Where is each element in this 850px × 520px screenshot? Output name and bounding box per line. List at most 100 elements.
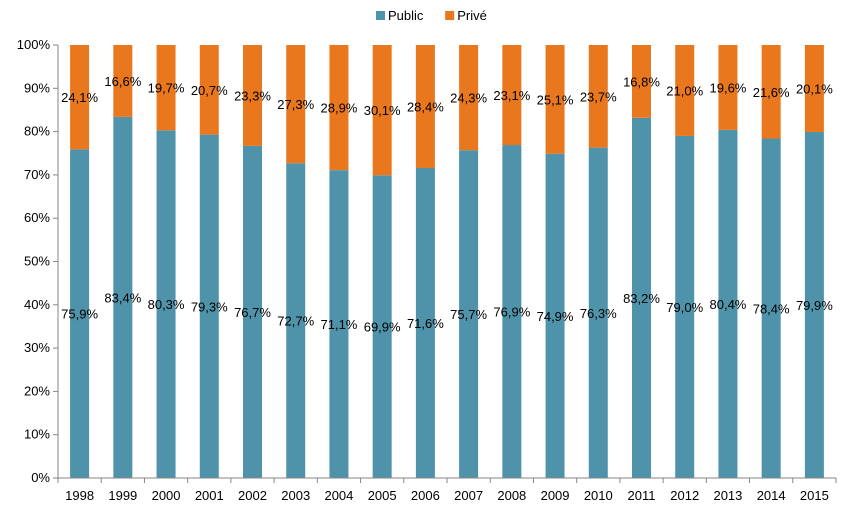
y-tick-label: 0% — [31, 470, 50, 485]
data-label: 19,7% — [148, 81, 185, 96]
data-labels: 75,9% 24,1% 83,4% 16,6% 80,3% 19,7% 79,3% 20,7%… — [61, 74, 833, 335]
bar-public-2002 — [243, 145, 262, 478]
x-tick-label: 2001 — [195, 488, 224, 503]
data-label: 83,2% — [623, 291, 660, 306]
data-label: 75,9% — [61, 307, 98, 322]
y-tick-label: 40% — [24, 297, 50, 312]
data-label: 28,9% — [321, 101, 358, 116]
data-label: 79,9% — [796, 298, 833, 313]
data-label: 24,1% — [61, 90, 98, 105]
data-label: 28,4% — [407, 99, 444, 114]
data-label: 76,3% — [580, 306, 617, 321]
y-tick-label: 50% — [24, 254, 50, 269]
y-tick-label: 10% — [24, 427, 50, 442]
y-tick-label: 20% — [24, 383, 50, 398]
x-axis: 1998 1999 2000 2001 2002 2003 2004 2005 2006 2007… — [57, 477, 837, 503]
bar-priv-2008 — [502, 45, 522, 146]
legend-label: Public — [388, 8, 424, 23]
bar-public-2015 — [804, 132, 824, 478]
data-label: 16,6% — [104, 74, 141, 89]
bar-public-1998 — [70, 149, 90, 478]
bar-public-2004 — [329, 170, 349, 478]
bar-priv-2001 — [199, 45, 219, 135]
bar-public-2005 — [372, 175, 392, 478]
bar-priv-1998 — [70, 45, 90, 150]
bar-public-2003 — [286, 163, 306, 479]
bar-priv-2010 — [588, 45, 608, 148]
data-label: 24,3% — [450, 91, 487, 106]
bar-priv-2004 — [329, 45, 349, 171]
y-tick-label: 80% — [24, 124, 50, 139]
x-tick-label: 2003 — [281, 488, 310, 503]
x-tick-label: 2014 — [757, 488, 786, 503]
bar-public-2009 — [545, 153, 565, 479]
bar-priv-2006 — [415, 45, 435, 168]
x-tick-label: 2005 — [368, 488, 397, 503]
data-label: 78,4% — [753, 301, 790, 316]
data-label: 69,9% — [364, 320, 401, 335]
x-tick-label: 2011 — [628, 488, 656, 503]
data-label: 25,1% — [537, 92, 574, 107]
bar-priv-2013 — [718, 45, 738, 130]
x-tick-label: 2007 — [454, 488, 483, 503]
data-label: 79,0% — [666, 300, 703, 315]
bar-priv-2011 — [632, 45, 651, 118]
bar-public-2001 — [199, 134, 219, 479]
x-tick-label: 2008 — [497, 488, 526, 503]
bar-priv-2015 — [804, 45, 824, 133]
bar-public-2008 — [502, 145, 522, 478]
bar-public-2012 — [675, 135, 695, 478]
x-tick-label: 2000 — [152, 488, 181, 503]
data-label: 71,1% — [321, 317, 358, 332]
data-label: 76,7% — [234, 305, 271, 320]
x-tick-label: 1998 — [65, 488, 94, 503]
x-tick-label: 2013 — [713, 488, 742, 503]
data-label: 80,3% — [148, 297, 185, 312]
y-tick-label: 70% — [24, 167, 50, 182]
data-label: 21,0% — [666, 83, 703, 98]
bar-public-2011 — [632, 117, 651, 478]
legend-label: Privé — [457, 8, 487, 23]
data-label: 76,9% — [493, 305, 530, 320]
x-tick-label: 2006 — [411, 488, 440, 503]
bar-priv-1999 — [113, 45, 133, 117]
legend-swatch — [376, 11, 385, 20]
y-tick-label: 30% — [24, 340, 50, 355]
data-label: 20,1% — [796, 82, 833, 97]
bar-priv-2000 — [156, 45, 176, 131]
bar-priv-2014 — [761, 45, 781, 139]
y-tick-label: 90% — [24, 80, 50, 95]
data-label: 83,4% — [104, 290, 141, 305]
data-label: 74,9% — [537, 309, 574, 324]
x-tick-label: 2010 — [584, 488, 613, 503]
y-axis: 0% 10% 20% 30% 40% 50% 60% 70% 80% 90% 100% — [17, 37, 59, 485]
bar-priv-2003 — [286, 45, 306, 164]
data-label: 16,8% — [623, 74, 660, 89]
bar-priv-2005 — [372, 45, 392, 176]
data-label: 72,7% — [277, 314, 314, 329]
data-label: 23,3% — [234, 88, 271, 103]
data-label: 75,7% — [450, 307, 487, 322]
bar-priv-2012 — [675, 45, 695, 136]
bar-priv-2009 — [545, 45, 565, 154]
data-label: 27,3% — [277, 97, 314, 112]
x-tick-label: 2004 — [324, 488, 353, 503]
x-tick-label: 1999 — [108, 488, 137, 503]
bar-public-2013 — [718, 129, 738, 479]
data-label: 71,6% — [407, 316, 444, 331]
y-tick-label: 60% — [24, 210, 50, 225]
data-label: 21,6% — [753, 85, 790, 100]
x-tick-label: 2009 — [541, 488, 570, 503]
bar-public-2007 — [459, 150, 479, 478]
legend-swatch — [445, 11, 455, 20]
x-tick-label: 2002 — [238, 488, 267, 503]
bars — [70, 45, 824, 479]
data-label: 23,7% — [580, 89, 617, 104]
bar-public-2010 — [588, 147, 608, 478]
data-label: 20,7% — [191, 83, 228, 98]
data-label: 19,6% — [710, 80, 747, 95]
bar-priv-2002 — [243, 45, 262, 146]
bar-public-2014 — [761, 138, 781, 478]
data-label: 80,4% — [710, 297, 747, 312]
